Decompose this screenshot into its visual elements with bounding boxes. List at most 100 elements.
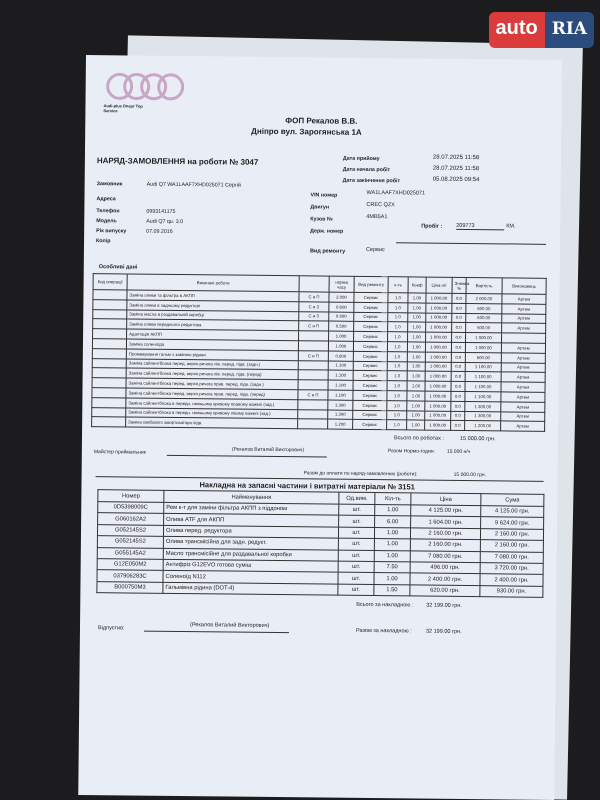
- issued-label: Відпустив:: [97, 625, 125, 632]
- works-cell: 1.00: [407, 341, 426, 352]
- works-table: Код операції Виконані роботи норма часу Вид…: [91, 273, 547, 432]
- works-cell: Заміна ковбового амортизатора підв.: [125, 417, 298, 429]
- works-cell: Сервис: [352, 400, 387, 411]
- pay-label: Разом до оплати по наряд-замовленню (роб…: [303, 470, 418, 478]
- works-cell: 1.00: [407, 361, 426, 372]
- works-cell: 1.0: [387, 312, 408, 323]
- company-address: Дніпро вул. Зарогянська 1А: [251, 126, 362, 137]
- works-cell: 1.00: [406, 420, 425, 431]
- parts-total: 32 199.00 грн.: [426, 602, 462, 609]
- works-cell: Сервис: [353, 360, 388, 372]
- works-cell: С и П: [298, 350, 329, 361]
- works-cell: [298, 379, 329, 391]
- works-cell: [92, 367, 127, 379]
- works-cell: 0.600: [328, 311, 354, 322]
- parts-cell: 4 125.00 грн.: [410, 504, 481, 518]
- works-cell: 1 100.00: [464, 381, 502, 392]
- works-cell: 1.0: [387, 331, 408, 342]
- field-value: WA1LAAF7XHD025071: [366, 189, 426, 197]
- works-cell: Сервис: [353, 331, 388, 342]
- works-cell: Сервис: [353, 311, 388, 323]
- field-value: 4MB5A1: [366, 213, 388, 221]
- company-name: ФОП Рекалов В.В.: [285, 116, 358, 126]
- field-label: Замовник: [96, 181, 123, 188]
- parts-column-header: Номер: [97, 489, 164, 503]
- repair-type-label: Вид ремонту: [309, 248, 346, 255]
- works-column-header: норма часу: [329, 276, 355, 293]
- works-cell: 0.0: [451, 361, 466, 372]
- field-value: CREC QZX: [366, 201, 395, 209]
- works-cell: 0.0: [451, 332, 466, 343]
- works-column-header: Коеф: [408, 276, 427, 294]
- parts-cell: G052145S2: [97, 535, 164, 548]
- parts-cell: шт.: [338, 526, 375, 539]
- parts-cell: 4 125.00 грн.: [480, 505, 544, 518]
- date-label: Дата прийому: [342, 155, 380, 163]
- works-total: 15 000.00 грн.: [459, 435, 496, 443]
- works-cell: 600.00: [465, 352, 502, 363]
- works-cell: Артем: [500, 391, 545, 403]
- works-cell: Сервис: [353, 351, 388, 362]
- works-cell: [92, 338, 127, 349]
- parts-cell: 2 160.00 грн.: [410, 539, 481, 552]
- works-cell: 0.0: [451, 371, 466, 382]
- works-cell: 600.00: [465, 303, 502, 314]
- works-cell: С и П: [298, 291, 330, 302]
- master-label: Майстер приймальник: [93, 449, 146, 456]
- watermark-ria: RIA: [544, 12, 594, 48]
- works-cell: 0.600: [328, 350, 354, 361]
- works-cell: [501, 333, 546, 344]
- works-cell: 1.00: [407, 381, 426, 392]
- work-order-document: Audi-plus Dnepr Top Service ФОП Рекалов …: [78, 55, 562, 800]
- works-cell: 500.00: [465, 322, 502, 334]
- field-label: Рік випуску: [96, 228, 127, 235]
- parts-total-label: Всього за накладною :: [356, 601, 414, 609]
- parts-cell: шт.: [338, 515, 375, 528]
- mileage-label: Пробіг :: [421, 223, 443, 230]
- parts-cell: B000750M3: [96, 581, 163, 594]
- parts-cell: 3 720.00 грн.: [480, 562, 544, 575]
- parts-cell: 1.50: [373, 584, 410, 597]
- parts-cell: шт.: [338, 504, 375, 516]
- works-cell: 0.0: [451, 352, 466, 363]
- works-cell: 1.00: [407, 312, 426, 323]
- parts-cell: 620.00 грн.: [409, 584, 480, 597]
- works-cell: 1.0: [387, 322, 408, 333]
- parts-cell: 037906283C: [96, 569, 164, 583]
- works-cell: [92, 377, 127, 388]
- works-cell: [91, 397, 126, 408]
- works-cell: 1.00: [407, 351, 426, 362]
- parts-cell: шт.: [337, 583, 374, 596]
- works-cell: 1.00: [407, 371, 426, 382]
- repair-type-value: Сервис: [365, 246, 385, 254]
- works-column-header: Вид ремонту: [354, 276, 389, 293]
- parts-cell: 7.50: [374, 561, 411, 574]
- works-cell: [297, 399, 328, 410]
- parts-cell: шт.: [338, 561, 375, 573]
- works-cell: 1 000.00: [465, 342, 502, 353]
- works-cell: 1.0: [386, 400, 407, 411]
- works-cell: 1 300.00: [464, 401, 501, 412]
- works-cell: [92, 318, 127, 330]
- works-cell: 1 000.00: [424, 391, 451, 402]
- works-cell: [298, 330, 329, 342]
- field-label: Модель: [96, 218, 117, 225]
- works-cell: 1.0: [386, 410, 407, 421]
- parts-column-header: Сума: [480, 493, 544, 507]
- works-cell: 1 000.00: [425, 332, 452, 343]
- works-cell: 2.000: [328, 292, 355, 303]
- works-cell: [298, 340, 329, 351]
- works-cell: 1 000.00: [425, 371, 452, 382]
- works-cell: 1 100.00: [465, 371, 502, 383]
- parts-column-header: Ціна: [410, 492, 481, 506]
- works-column-header: Виконані роботи: [127, 273, 300, 292]
- works-cell: 1.00: [407, 322, 426, 333]
- works-cell: 2 000.00: [465, 293, 503, 304]
- works-cell: [298, 370, 329, 381]
- pay-value: 15 000.00 грн.: [453, 471, 487, 479]
- works-cell: [92, 358, 127, 369]
- hours-value: 15.000 н/ч: [446, 448, 471, 456]
- mileage-unit: КМ.: [506, 223, 516, 230]
- works-cell: С и П: [297, 389, 329, 400]
- works-cell: 0.0: [451, 322, 466, 333]
